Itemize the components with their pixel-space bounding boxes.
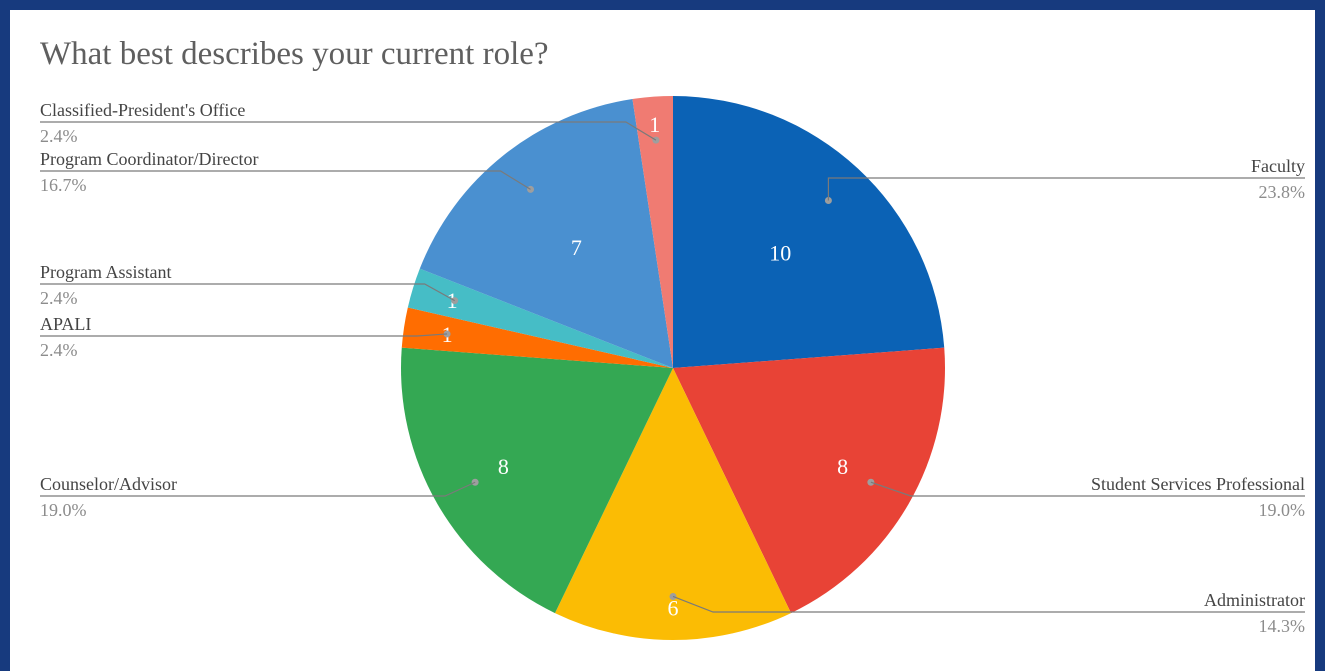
slice-value-label: 8 [498, 454, 509, 479]
callout-line [40, 121, 657, 141]
slice-percent-label: 2.4% [40, 340, 78, 360]
slice-value-label: 6 [668, 595, 679, 620]
slice-value-label: 8 [837, 454, 848, 479]
slice-value-label: 7 [571, 235, 582, 260]
slice-category-label: Classified-President's Office [40, 100, 245, 120]
callout-line [40, 170, 531, 190]
callout-line [827, 177, 1305, 201]
pie-slice [401, 347, 673, 614]
pie-chart: 10 Faculty 23.8% 8 Student Services Professi… [40, 96, 1306, 640]
pie-slice [554, 368, 792, 640]
slice-percent-label: 14.3% [1259, 616, 1306, 636]
callout-line [40, 333, 448, 337]
callout-line [40, 283, 455, 302]
slice-value-label: 10 [769, 240, 791, 265]
slice-category-label: Program Assistant [40, 262, 172, 282]
slice-percent-label: 2.4% [40, 288, 78, 308]
slice-percent-label: 19.0% [1259, 500, 1306, 520]
slice-percent-label: 23.8% [1259, 182, 1306, 202]
pie-slice [632, 96, 673, 368]
slice-category-label: APALI [40, 314, 91, 334]
pie-slice [401, 307, 673, 368]
pie-slice [673, 96, 945, 368]
chart-frame: What best describes your current role? 1… [10, 10, 1315, 671]
slice-percent-label: 16.7% [40, 175, 87, 195]
callout-line [870, 481, 1305, 497]
slice-percent-label: 19.0% [40, 500, 87, 520]
slice-category-label: Program Coordinator/Director [40, 149, 258, 169]
callout-line [40, 481, 476, 497]
callout-line [672, 595, 1305, 613]
pie-slice [419, 99, 673, 368]
slice-category-label: Student Services Professional [1091, 474, 1305, 494]
pie-slice [407, 268, 673, 368]
slice-value-label: 1 [649, 112, 660, 137]
pie-slice [673, 347, 945, 614]
slice-category-label: Faculty [1251, 156, 1305, 176]
slice-category-label: Administrator [1204, 590, 1305, 610]
chart-title: What best describes your current role? [40, 36, 549, 72]
slice-category-label: Counselor/Advisor [40, 474, 177, 494]
slice-percent-label: 2.4% [40, 126, 78, 146]
